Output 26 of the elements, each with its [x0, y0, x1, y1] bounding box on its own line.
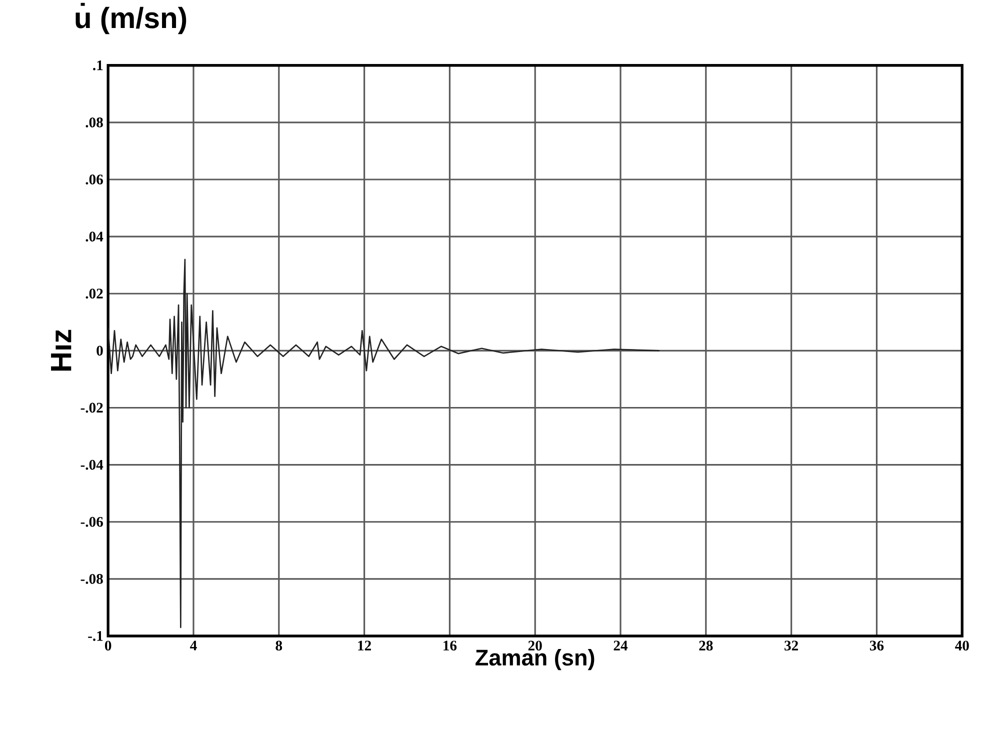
chart-title: u̇ (m/sn): [76, 2, 186, 34]
x-tick-label: 0: [104, 640, 112, 651]
line-series: [108, 258, 660, 628]
y-tick-label: -.02: [80, 402, 103, 413]
x-tick-label: 24: [614, 640, 628, 650]
x-tick-label: 36: [870, 640, 884, 651]
y-tick-label: 0: [96, 346, 103, 356]
y-axis-title: Hız: [51, 330, 72, 371]
x-tick-label: 40: [955, 640, 969, 651]
y-tick-label: .02: [86, 288, 103, 299]
x-tick-label: 16: [444, 640, 457, 651]
y-tick-label: -.1: [88, 631, 103, 642]
y-tick-label: .06: [86, 174, 103, 185]
x-tick-label: 28: [699, 640, 713, 651]
y-tick-label: .04: [86, 232, 104, 242]
y-tick-label: -.08: [80, 574, 103, 584]
x-axis-title: Zaman (sn): [476, 649, 594, 670]
x-tick-label: 8: [276, 640, 282, 651]
y-tick-label: .08: [86, 118, 103, 128]
y-tick-label: .1: [93, 60, 103, 70]
y-tick-label: -.06: [80, 517, 103, 527]
x-tick-label: 32: [784, 640, 798, 651]
x-tick-label: 4: [190, 640, 197, 650]
x-tick-label: 20: [528, 640, 542, 651]
x-tick-label: 12: [358, 640, 371, 650]
y-tick-label: -.04: [80, 460, 104, 470]
